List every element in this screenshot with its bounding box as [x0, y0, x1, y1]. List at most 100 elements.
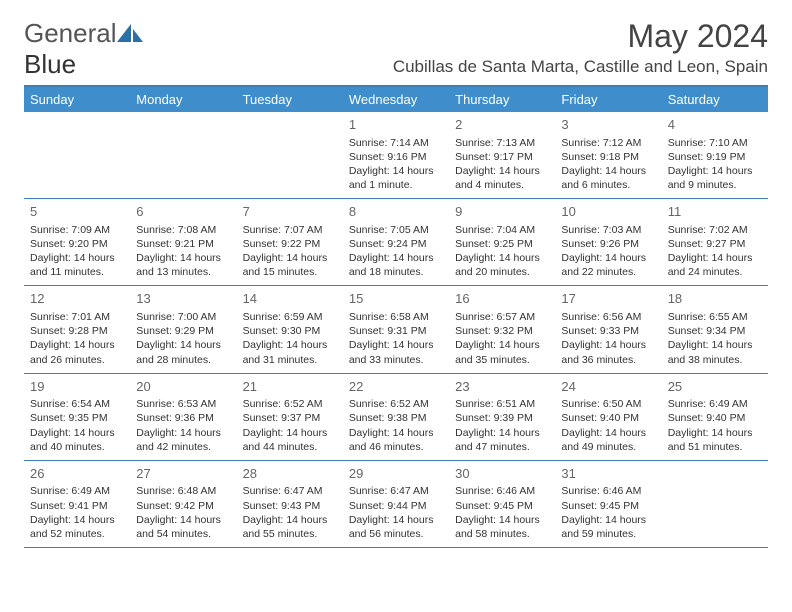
calendar-day: 18 Sunrise: 6:55 AMSunset: 9:34 PMDayligh… — [662, 286, 768, 372]
day-number: 6 — [136, 203, 230, 221]
sunset-text: Sunset: 9:27 PM — [668, 237, 762, 251]
sunset-text: Sunset: 9:34 PM — [668, 324, 762, 338]
calendar-day: 31Sunrise: 6:46 AMSunset: 9:45 PMDayligh… — [555, 461, 661, 547]
day-number: 19 — [30, 378, 124, 396]
daylight-text: Daylight: 14 hours and 1 minute. — [349, 164, 443, 192]
day-number: 13 — [136, 290, 230, 308]
daylight-text: Daylight: 14 hours and 18 minutes. — [349, 251, 443, 279]
daylight-text: Daylight: 14 hours and 24 minutes. — [668, 251, 762, 279]
daylight-text: Daylight: 14 hours and 38 minutes. — [668, 338, 762, 366]
weekday-header: Tuesday — [237, 87, 343, 112]
sunrise-text: Sunrise: 6:47 AM — [243, 484, 337, 498]
daylight-text: Daylight: 14 hours and 6 minutes. — [561, 164, 655, 192]
day-number: 30 — [455, 465, 549, 483]
daylight-text: Daylight: 14 hours and 13 minutes. — [136, 251, 230, 279]
weekday-header: Friday — [555, 87, 661, 112]
day-number: 17 — [561, 290, 655, 308]
daylight-text: Daylight: 14 hours and 42 minutes. — [136, 426, 230, 454]
day-number: 25 — [668, 378, 762, 396]
calendar-day: 3Sunrise: 7:12 AMSunset: 9:18 PMDaylight… — [555, 112, 661, 198]
sunrise-text: Sunrise: 6:51 AM — [455, 397, 549, 411]
daylight-text: Daylight: 14 hours and 28 minutes. — [136, 338, 230, 366]
day-number: 21 — [243, 378, 337, 396]
daylight-text: Daylight: 14 hours and 4 minutes. — [455, 164, 549, 192]
daylight-text: Daylight: 14 hours and 11 minutes. — [30, 251, 124, 279]
sunrise-text: Sunrise: 6:59 AM — [243, 310, 337, 324]
day-number: 24 — [561, 378, 655, 396]
sunset-text: Sunset: 9:16 PM — [349, 150, 443, 164]
day-number: 31 — [561, 465, 655, 483]
day-number: 5 — [30, 203, 124, 221]
day-number: 18 — [668, 290, 762, 308]
sunrise-text: Sunrise: 6:50 AM — [561, 397, 655, 411]
brand-part1: General — [24, 18, 117, 48]
daylight-text: Daylight: 14 hours and 15 minutes. — [243, 251, 337, 279]
day-number: 12 — [30, 290, 124, 308]
daylight-text: Daylight: 14 hours and 52 minutes. — [30, 513, 124, 541]
sunrise-text: Sunrise: 6:48 AM — [136, 484, 230, 498]
calendar-day: 10Sunrise: 7:03 AMSunset: 9:26 PMDayligh… — [555, 199, 661, 285]
calendar-week: 1Sunrise: 7:14 AMSunset: 9:16 PMDaylight… — [24, 112, 768, 199]
sunrise-text: Sunrise: 7:13 AM — [455, 136, 549, 150]
sunset-text: Sunset: 9:45 PM — [561, 499, 655, 513]
sunset-text: Sunset: 9:39 PM — [455, 411, 549, 425]
sunset-text: Sunset: 9:31 PM — [349, 324, 443, 338]
calendar-day — [237, 112, 343, 198]
calendar-week: 19Sunrise: 6:54 AMSunset: 9:35 PMDayligh… — [24, 374, 768, 461]
daylight-text: Daylight: 14 hours and 56 minutes. — [349, 513, 443, 541]
calendar: Sunday Monday Tuesday Wednesday Thursday… — [24, 85, 768, 548]
sunrise-text: Sunrise: 7:05 AM — [349, 223, 443, 237]
calendar-day — [24, 112, 130, 198]
daylight-text: Daylight: 14 hours and 22 minutes. — [561, 251, 655, 279]
calendar-day: 25Sunrise: 6:49 AMSunset: 9:40 PMDayligh… — [662, 374, 768, 460]
sunrise-text: Sunrise: 6:52 AM — [243, 397, 337, 411]
calendar-week: 26Sunrise: 6:49 AMSunset: 9:41 PMDayligh… — [24, 461, 768, 548]
sunrise-text: Sunrise: 7:00 AM — [136, 310, 230, 324]
calendar-day: 28Sunrise: 6:47 AMSunset: 9:43 PMDayligh… — [237, 461, 343, 547]
day-number: 27 — [136, 465, 230, 483]
sunset-text: Sunset: 9:25 PM — [455, 237, 549, 251]
title-block: May 2024 Cubillas de Santa Marta, Castil… — [393, 18, 768, 83]
day-number: 10 — [561, 203, 655, 221]
daylight-text: Daylight: 14 hours and 59 minutes. — [561, 513, 655, 541]
day-number: 4 — [668, 116, 762, 134]
sunset-text: Sunset: 9:18 PM — [561, 150, 655, 164]
day-number: 11 — [668, 203, 762, 221]
sunrise-text: Sunrise: 7:04 AM — [455, 223, 549, 237]
sunrise-text: Sunrise: 6:47 AM — [349, 484, 443, 498]
daylight-text: Daylight: 14 hours and 36 minutes. — [561, 338, 655, 366]
sunset-text: Sunset: 9:45 PM — [455, 499, 549, 513]
sunrise-text: Sunrise: 7:10 AM — [668, 136, 762, 150]
calendar-day — [130, 112, 236, 198]
sunrise-text: Sunrise: 7:14 AM — [349, 136, 443, 150]
sunrise-text: Sunrise: 6:46 AM — [455, 484, 549, 498]
sunset-text: Sunset: 9:37 PM — [243, 411, 337, 425]
sunset-text: Sunset: 9:44 PM — [349, 499, 443, 513]
day-number: 22 — [349, 378, 443, 396]
sunset-text: Sunset: 9:19 PM — [668, 150, 762, 164]
sunset-text: Sunset: 9:40 PM — [561, 411, 655, 425]
day-number: 14 — [243, 290, 337, 308]
day-number: 26 — [30, 465, 124, 483]
day-number: 23 — [455, 378, 549, 396]
sunrise-text: Sunrise: 6:58 AM — [349, 310, 443, 324]
calendar-day: 14Sunrise: 6:59 AMSunset: 9:30 PMDayligh… — [237, 286, 343, 372]
sunset-text: Sunset: 9:29 PM — [136, 324, 230, 338]
sunset-text: Sunset: 9:41 PM — [30, 499, 124, 513]
sunrise-text: Sunrise: 6:49 AM — [668, 397, 762, 411]
sunset-text: Sunset: 9:24 PM — [349, 237, 443, 251]
calendar-day: 24Sunrise: 6:50 AMSunset: 9:40 PMDayligh… — [555, 374, 661, 460]
sunrise-text: Sunrise: 7:02 AM — [668, 223, 762, 237]
calendar-day: 6Sunrise: 7:08 AMSunset: 9:21 PMDaylight… — [130, 199, 236, 285]
day-number: 9 — [455, 203, 549, 221]
calendar-day: 27Sunrise: 6:48 AMSunset: 9:42 PMDayligh… — [130, 461, 236, 547]
calendar-week: 5Sunrise: 7:09 AMSunset: 9:20 PMDaylight… — [24, 199, 768, 286]
calendar-day: 7Sunrise: 7:07 AMSunset: 9:22 PMDaylight… — [237, 199, 343, 285]
weekday-header: Thursday — [449, 87, 555, 112]
sunset-text: Sunset: 9:20 PM — [30, 237, 124, 251]
day-number: 28 — [243, 465, 337, 483]
calendar-day: 21Sunrise: 6:52 AMSunset: 9:37 PMDayligh… — [237, 374, 343, 460]
sunset-text: Sunset: 9:26 PM — [561, 237, 655, 251]
brand-logo: GeneralBlue — [24, 18, 143, 80]
sunrise-text: Sunrise: 6:55 AM — [668, 310, 762, 324]
